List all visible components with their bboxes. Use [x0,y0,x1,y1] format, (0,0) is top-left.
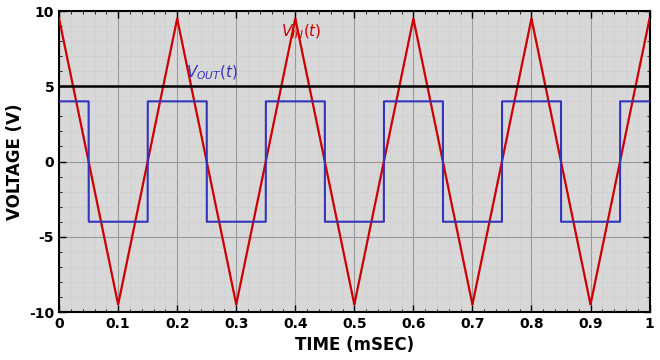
Y-axis label: VOLTAGE (V): VOLTAGE (V) [5,103,24,220]
Text: $V_{OUT}(t)$: $V_{OUT}(t)$ [186,64,238,82]
Text: $V_{IN}(t)$: $V_{IN}(t)$ [280,23,321,41]
X-axis label: TIME (mSEC): TIME (mSEC) [295,337,414,355]
